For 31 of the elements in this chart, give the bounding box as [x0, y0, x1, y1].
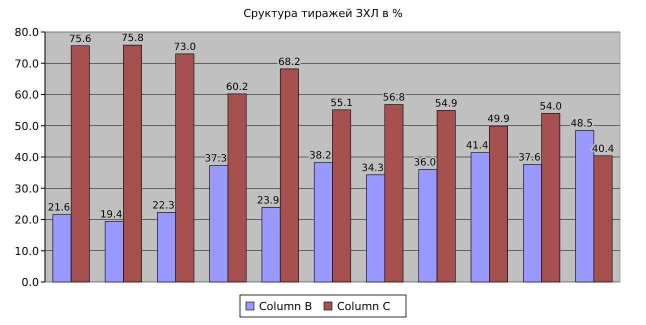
y-tick-label: 10.0 [14, 244, 39, 258]
y-tick-label: 40.0 [14, 151, 39, 164]
data-label: 60.2 [226, 82, 248, 93]
data-label: 49.9 [487, 114, 510, 126]
data-label: 73.0 [174, 42, 196, 53]
data-label: 56.8 [382, 92, 406, 104]
data-label: 75.6 [69, 34, 92, 45]
data-label: 54.9 [435, 98, 458, 110]
y-tick-label: 50.0 [14, 120, 39, 133]
data-label: 36.0 [414, 158, 436, 168]
data-label: 54.0 [540, 101, 562, 112]
data-label: 38.2 [309, 150, 332, 162]
data-label: 37.6 [518, 152, 541, 164]
data-label: 34.3 [362, 162, 384, 174]
data-label: 41.4 [466, 140, 488, 152]
data-label: 75.8 [121, 33, 144, 44]
y-tick-label: 60.0 [14, 88, 39, 102]
y-tick-label: 70.0 [14, 57, 39, 70]
data-label: 19.4 [100, 209, 122, 220]
data-label: 22.3 [152, 200, 175, 212]
data-label: 21.6 [48, 202, 70, 214]
y-tick-label: 80.0 [14, 26, 39, 39]
data-label: 37.3 [204, 153, 227, 164]
legend-label: Column C [337, 300, 391, 313]
y-tick-label: 20.0 [14, 214, 39, 226]
legend-label: Column B [259, 300, 312, 313]
y-tick-label: 0.0 [22, 276, 39, 289]
data-label: 55.1 [330, 98, 353, 109]
y-tick-label: 30.0 [14, 182, 39, 196]
data-label: 23.9 [256, 195, 280, 206]
chart-title: Сруктура тиражей ЗХЛ в % [243, 7, 403, 20]
